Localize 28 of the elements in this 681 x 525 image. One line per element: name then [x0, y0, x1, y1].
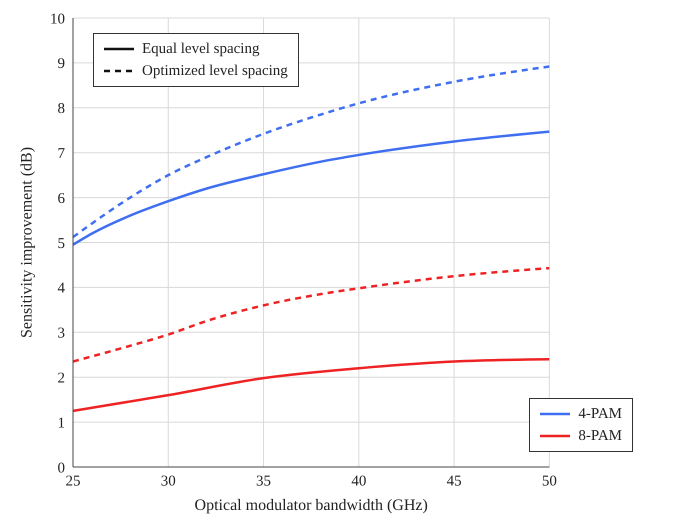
line-series — [73, 358, 550, 412]
annotation: Equal level spacing — [142, 40, 260, 59]
y-tick-label: 7 — [58, 146, 66, 162]
y-tick-label: 4 — [58, 280, 66, 297]
line-series — [73, 65, 550, 238]
x-axis-title: Optical modulator bandwidth (GHz) — [194, 497, 428, 514]
x-tick-label: 25 — [66, 474, 80, 490]
y-tick-label: 8 — [58, 101, 65, 118]
style-key-box: Equal level spacing Optimized level spacing — [93, 33, 299, 87]
y-tick-label: 5 — [58, 236, 65, 252]
y-tick-label: 3 — [58, 326, 65, 342]
y-tick-label: 6 — [58, 190, 66, 207]
y-tick-label: 1 — [58, 415, 65, 432]
y-axis-title: Sensitivity improvement (dB) — [18, 146, 36, 338]
legend-label: 4-PAM — [578, 405, 622, 424]
legend-label: 8-PAM — [578, 427, 622, 446]
x-tick-label: 30 — [160, 474, 176, 490]
line-series — [73, 266, 550, 363]
x-tick-label: 50 — [542, 474, 557, 490]
line-series — [73, 130, 550, 246]
annotation: Optimized level spacing — [142, 62, 288, 81]
y-tick-label: 0 — [58, 460, 65, 476]
y-tick-label: 2 — [58, 370, 65, 387]
x-tick-label: 35 — [256, 474, 272, 490]
y-tick-label: 10 — [50, 11, 65, 28]
y-tick-label: 9 — [58, 56, 65, 72]
x-tick-label: 45 — [446, 474, 462, 490]
x-tick-label: 40 — [351, 474, 366, 490]
